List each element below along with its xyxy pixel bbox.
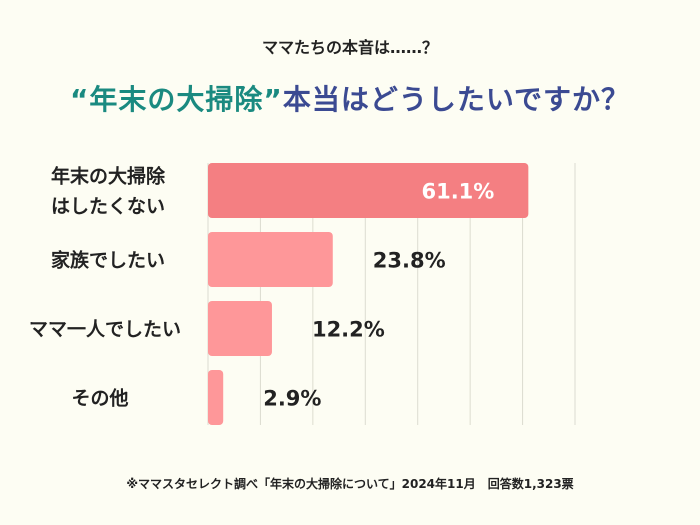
category-label: 家族でしたい [51, 249, 165, 272]
source-note: ※ママスタセレクト調べ「年末の大掃除について」2024年11月 回答数1,323… [126, 477, 574, 491]
title-part1: “年末の大掃除” [70, 83, 283, 116]
chart-title: “年末の大掃除”本当はどうしたいですか？ [0, 78, 700, 118]
category-label: その他 [71, 387, 128, 410]
category-label: はしたくない [51, 196, 165, 218]
subtitle: ママたちの本音は……？ [261, 38, 438, 57]
data-label: 2.9% [263, 387, 321, 411]
bar [208, 301, 272, 356]
category-label: 年末の大掃除 [51, 165, 166, 188]
data-label: 61.1% [421, 180, 494, 204]
bar [208, 370, 224, 425]
title-part2: 本当はどうしたいですか？ [282, 83, 630, 116]
data-label: 23.8% [373, 249, 446, 273]
category-label: ママ一人でしたい [29, 319, 181, 341]
bar [208, 232, 333, 287]
bar [208, 163, 529, 218]
data-label: 12.2% [312, 318, 385, 342]
